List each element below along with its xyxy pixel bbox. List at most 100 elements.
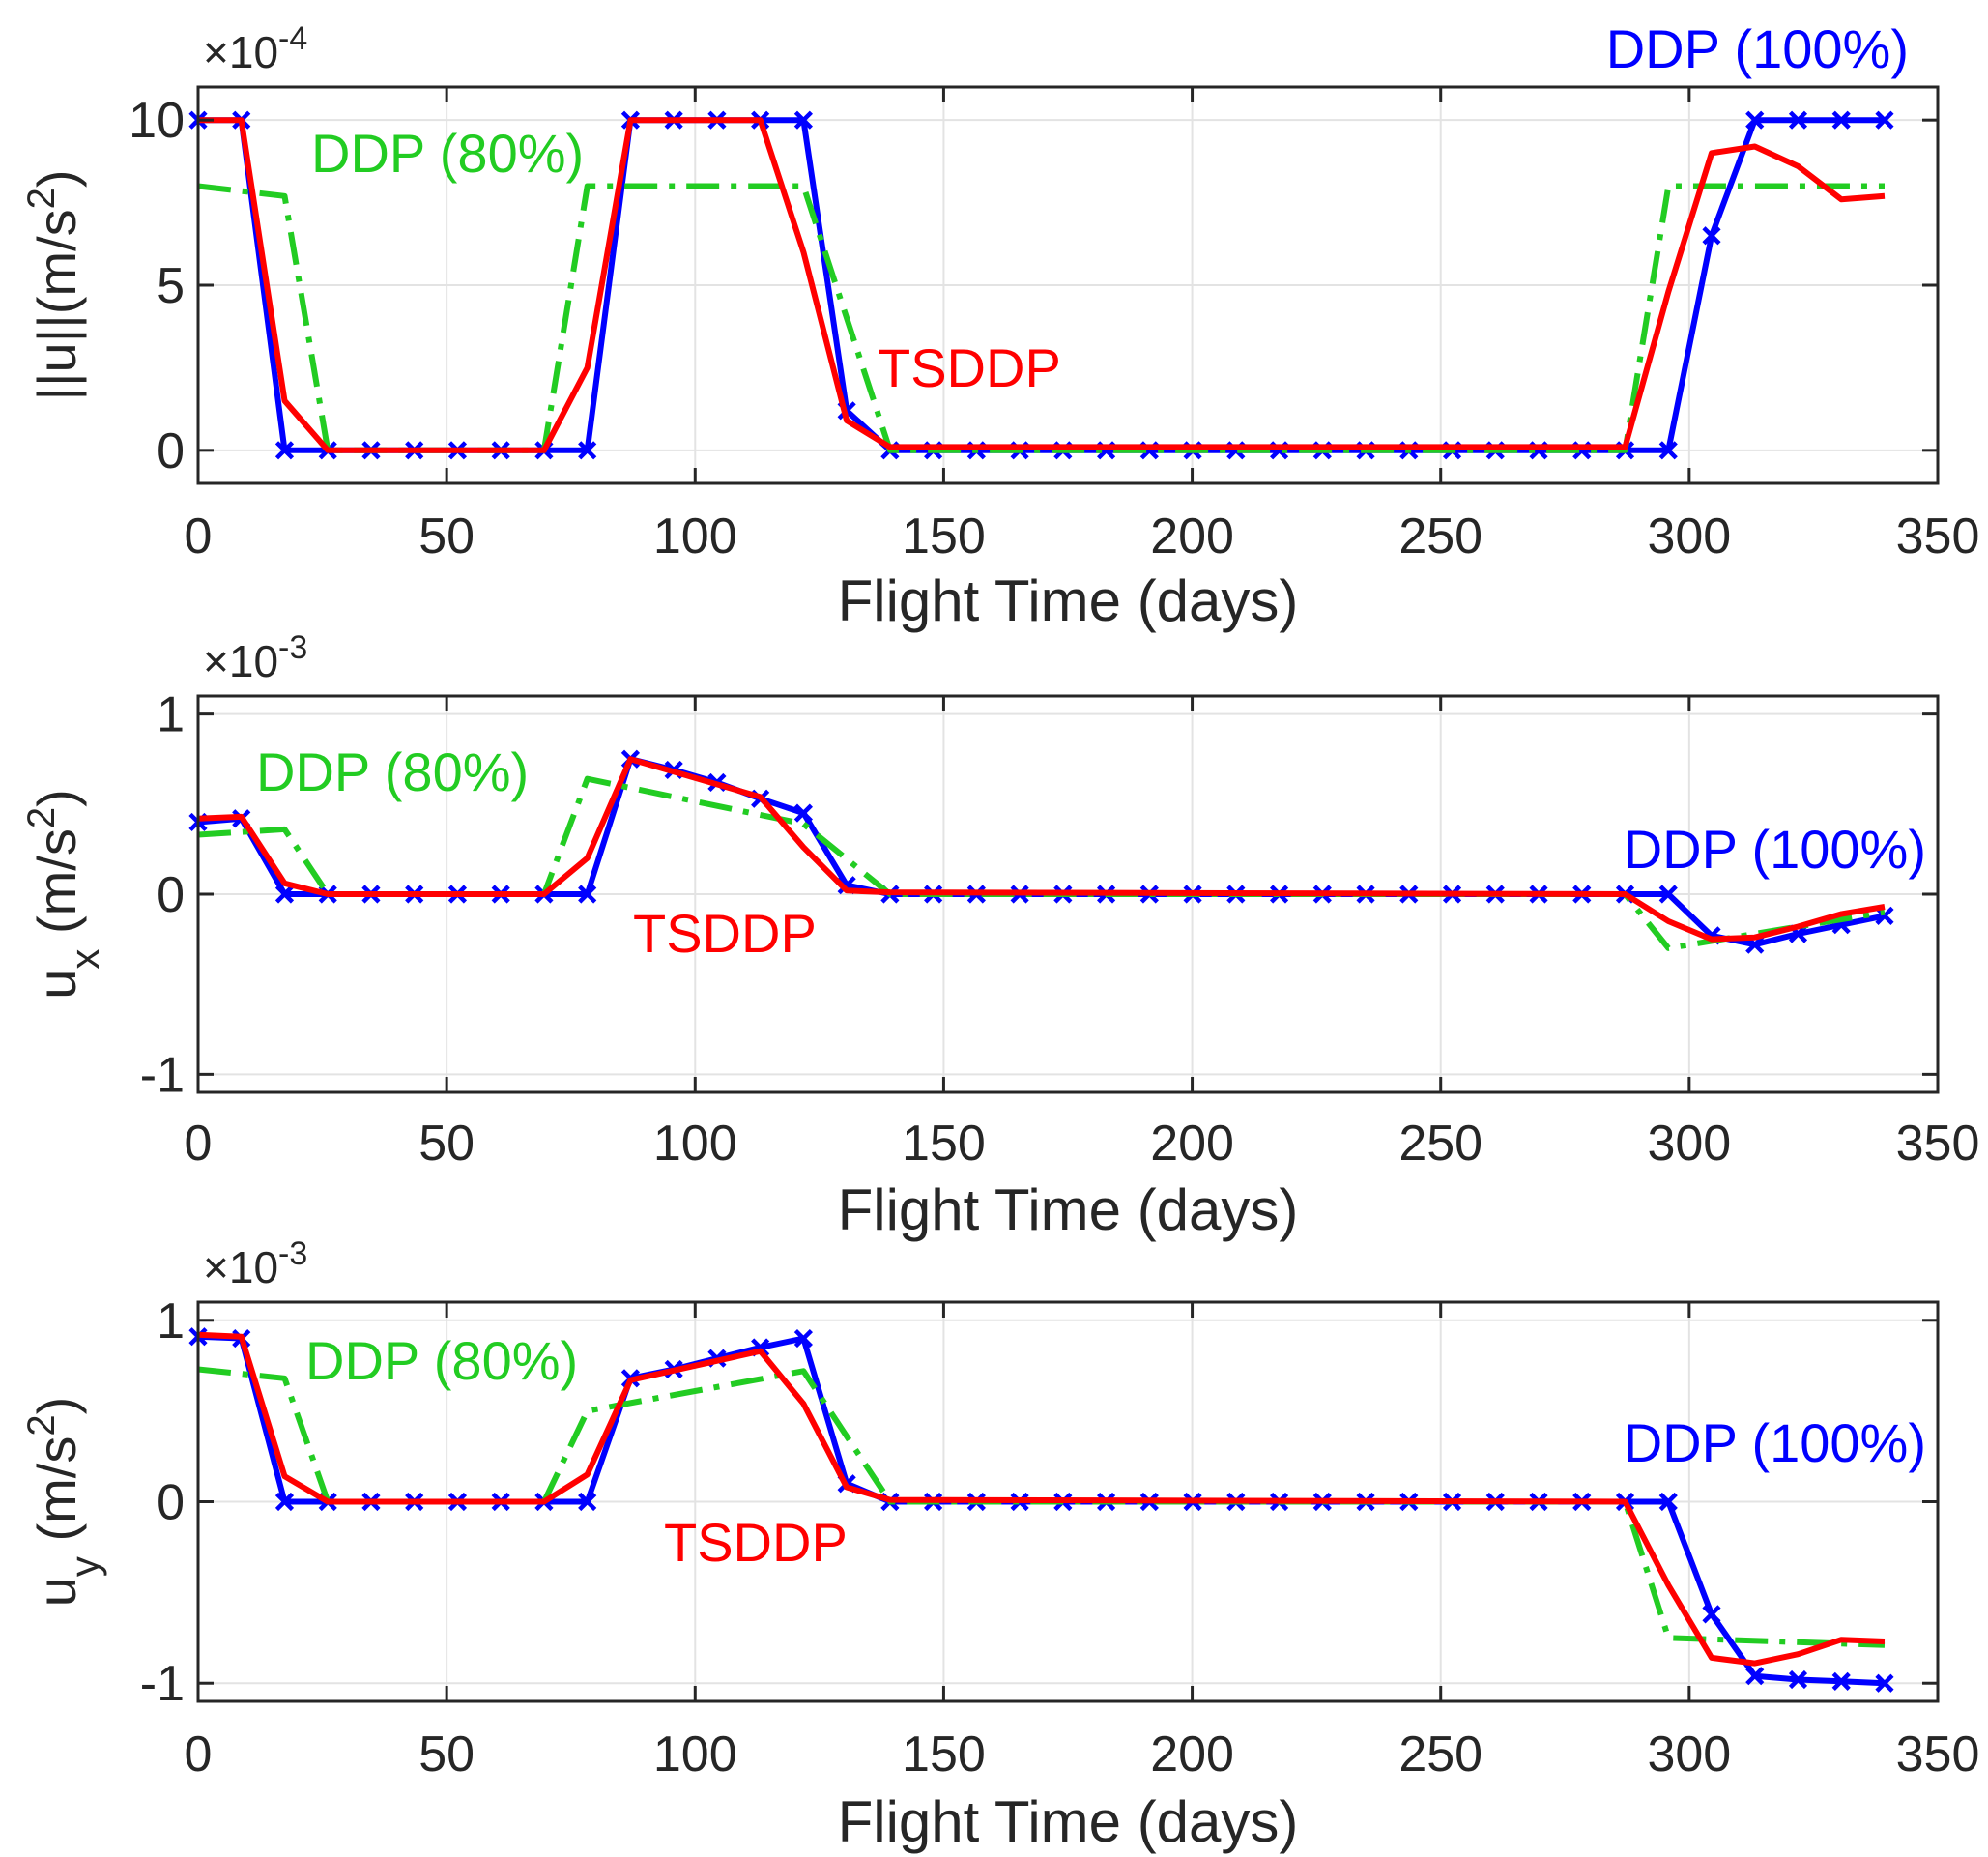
multiplier-exponent: -3: [278, 629, 307, 666]
y-tick-label: 1: [157, 1293, 185, 1349]
x-axis-label: Flight Time (days): [838, 1789, 1299, 1854]
data-point-marker: [1875, 906, 1894, 925]
y-label-superscript: 2: [20, 1414, 63, 1436]
series-tsddp: [197, 1331, 1886, 1667]
data-point-marker: [793, 803, 813, 823]
x-tick-label: 250: [1398, 1116, 1483, 1172]
y-tick-label: 10: [129, 93, 185, 149]
multiplier-base: ×10: [203, 1242, 278, 1292]
annotation-tsddp: TSDDP: [633, 903, 817, 964]
y-label-text: ||u||(m/s: [26, 209, 87, 400]
x-axis-label: Flight Time (days): [838, 568, 1299, 633]
y-label-text: (m/s: [26, 1436, 87, 1556]
x-tick-label: 50: [418, 1116, 475, 1172]
data-point-marker: [793, 110, 813, 130]
y-tick-label: 0: [157, 1475, 185, 1531]
axis-multiplier: ×10-4: [203, 20, 307, 77]
x-tick-label: 0: [185, 1116, 213, 1172]
data-point-marker: [1658, 441, 1678, 460]
multiplier-exponent: -3: [278, 1235, 307, 1272]
series-ddp-80: [197, 183, 1885, 453]
annotation-ddp-80: DDP (80%): [256, 741, 529, 802]
annotation-tsddp: TSDDP: [878, 337, 1061, 398]
series-line: [197, 775, 1886, 951]
y-label-text: u: [26, 970, 87, 1000]
x-tick-label: 300: [1647, 508, 1731, 565]
series-line: [197, 1331, 1886, 1667]
x-tick-label: 50: [418, 508, 475, 565]
annotation-ddp-100: DDP (100%): [1624, 1412, 1926, 1473]
y-label-subscript: y: [62, 1556, 107, 1577]
y-tick-label: -1: [140, 1047, 185, 1103]
y-label-text: u: [26, 1577, 87, 1607]
data-point-marker: [1875, 110, 1894, 130]
series-line: [197, 1366, 1886, 1648]
series-ddp-80: [197, 1366, 1886, 1648]
y-axis-label: uy (m/s2): [20, 1397, 107, 1607]
series-line: [197, 183, 1885, 453]
y-label-text: ): [26, 789, 87, 807]
data-point-marker: [1702, 1605, 1721, 1624]
data-point-marker: [1658, 885, 1678, 904]
series-tsddp: [197, 756, 1886, 943]
multiplier-base: ×10: [203, 27, 278, 77]
annotation-ddp-80: DDP (80%): [305, 1330, 578, 1391]
x-tick-label: 350: [1896, 1116, 1980, 1172]
data-point-marker: [1875, 1673, 1894, 1693]
data-point-marker: [274, 1492, 295, 1512]
data-point-marker: [793, 1328, 813, 1349]
series-line: [198, 117, 1886, 453]
multiplier-exponent: -4: [278, 20, 307, 57]
data-point-marker: [274, 441, 295, 460]
x-tick-label: 0: [185, 1726, 213, 1783]
x-tick-label: 300: [1647, 1116, 1731, 1172]
y-tick-label: 0: [157, 423, 185, 479]
data-point-marker: [1658, 1492, 1678, 1512]
y-label-text: ): [26, 169, 87, 188]
x-tick-label: 350: [1896, 508, 1980, 565]
data-point-marker: [1831, 1671, 1851, 1691]
data-point-marker: [274, 885, 295, 904]
annotation-ddp-80: DDP (80%): [311, 123, 584, 184]
y-label-text: ): [26, 1397, 87, 1415]
x-axis-label: Flight Time (days): [838, 1177, 1299, 1242]
y-tick-label: -1: [140, 1656, 185, 1712]
x-tick-label: 0: [185, 508, 213, 565]
data-point-marker: [578, 1492, 597, 1512]
x-tick-label: 100: [653, 1116, 737, 1172]
annotation-ddp-100: DDP (100%): [1606, 18, 1909, 79]
y-axis-label: ux (m/s2): [20, 789, 107, 999]
y-label-text: (m/s: [26, 828, 87, 948]
data-point-marker: [1745, 1667, 1765, 1686]
x-tick-label: 100: [653, 1726, 737, 1783]
data-point-marker: [1831, 110, 1851, 130]
y-label-superscript: 2: [20, 188, 63, 209]
x-tick-label: 350: [1896, 1726, 1980, 1783]
annotation-tsddp: TSDDP: [664, 1512, 848, 1573]
y-tick-label: 1: [157, 687, 185, 743]
x-tick-label: 100: [653, 508, 737, 565]
series-ddp-80: [197, 775, 1886, 951]
x-tick-label: 50: [418, 1726, 475, 1783]
data-point-marker: [1788, 1669, 1808, 1690]
y-label-subscript: x: [62, 949, 107, 970]
x-tick-label: 150: [902, 1116, 986, 1172]
y-axis-label: ||u||(m/s2): [20, 169, 87, 400]
x-tick-label: 250: [1398, 1726, 1483, 1783]
data-point-marker: [578, 885, 597, 904]
x-tick-label: 150: [902, 1726, 986, 1783]
axis-multiplier: ×10-3: [203, 629, 307, 686]
x-tick-label: 300: [1647, 1726, 1731, 1783]
y-tick-label: 5: [157, 258, 185, 314]
axis-multiplier: ×10-3: [203, 1235, 307, 1292]
series-line: [197, 756, 1886, 943]
y-label-superscript: 2: [20, 807, 63, 828]
annotation-ddp-100: DDP (100%): [1624, 819, 1926, 880]
x-tick-label: 250: [1398, 508, 1483, 565]
data-point-marker: [578, 441, 597, 460]
x-tick-label: 200: [1150, 508, 1234, 565]
chart-panel-1: 0 50 100 150 200 250 300 350 0 5 10 Flight Time (da…: [20, 18, 1979, 633]
